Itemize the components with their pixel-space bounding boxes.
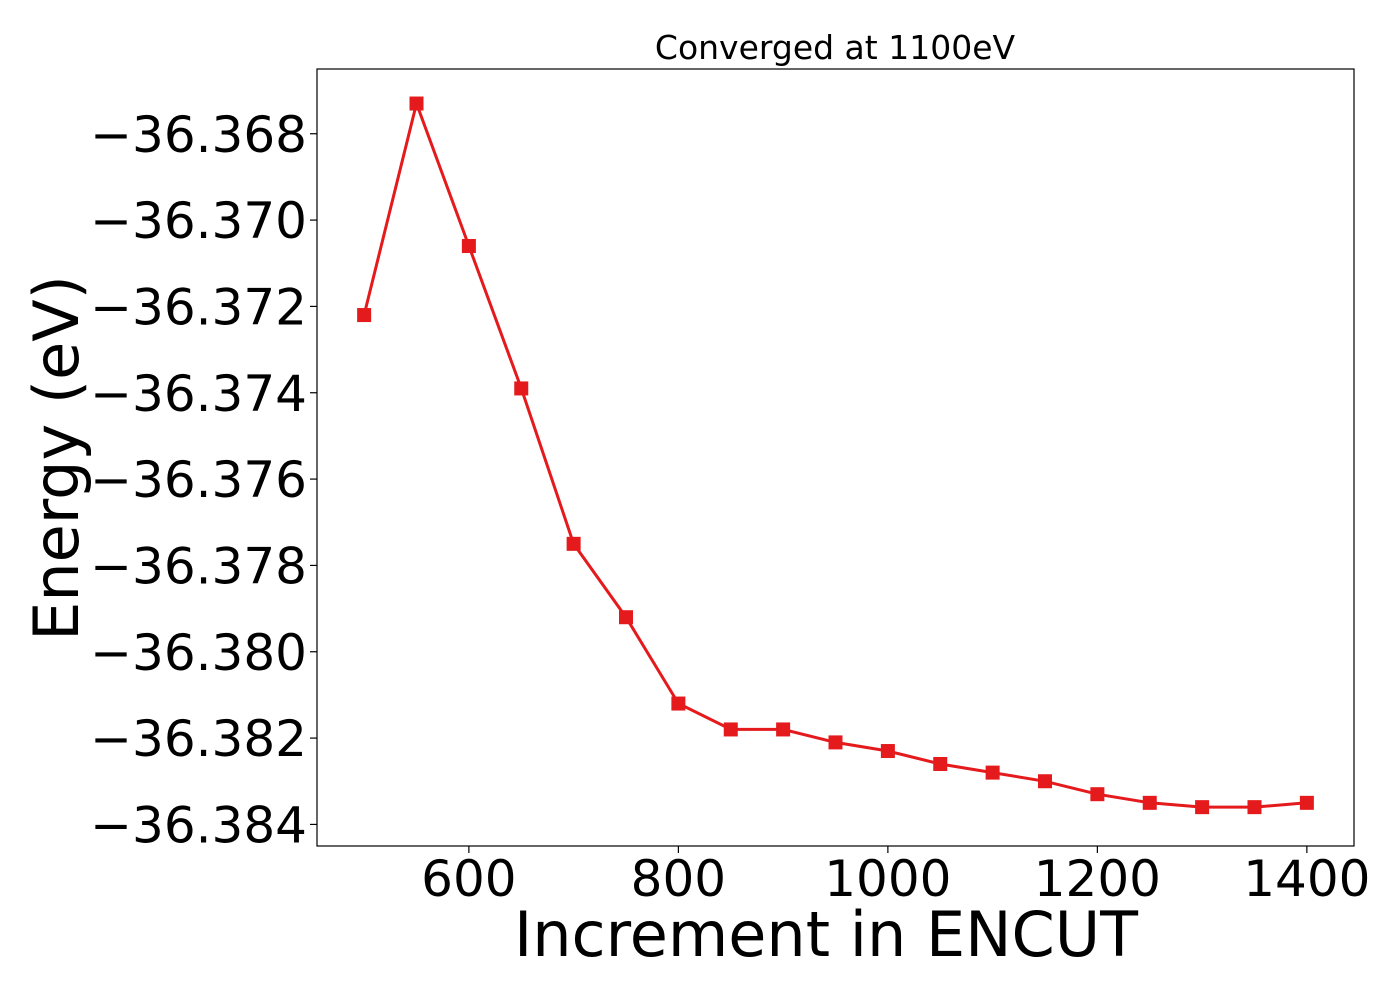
x-tick-label: 1400	[1243, 850, 1370, 908]
data-point-marker	[1090, 787, 1105, 802]
data-point-marker	[409, 96, 424, 111]
y-tick-label: −36.382	[90, 710, 307, 768]
data-point-marker	[357, 308, 372, 323]
data-point-marker	[933, 756, 948, 771]
data-point-marker	[566, 536, 581, 551]
x-tick-label: 1000	[824, 850, 951, 908]
data-point-marker	[985, 765, 1000, 780]
data-point-marker	[776, 722, 791, 737]
x-tick-label: 1200	[1034, 850, 1161, 908]
y-tick-label: −36.376	[90, 451, 307, 509]
x-tick-label: 800	[631, 850, 726, 908]
data-point-marker	[671, 696, 686, 711]
y-tick-label: −36.380	[90, 624, 307, 682]
y-axis-label: Energy (eV)	[20, 275, 93, 641]
plot-area	[357, 96, 1314, 815]
data-point-marker	[1195, 800, 1210, 815]
data-point-marker	[619, 610, 634, 625]
y-tick-label: −36.372	[90, 278, 307, 336]
data-point-marker	[1299, 795, 1314, 810]
y-tick-label: −36.368	[90, 106, 307, 164]
x-tick-label: 600	[421, 850, 516, 908]
y-tick-label: −36.384	[90, 796, 307, 854]
series-markers	[357, 96, 1314, 815]
axes-frame	[316, 68, 1355, 847]
data-point-marker	[461, 238, 476, 253]
x-axis-label: Increment in ENCUT	[514, 898, 1139, 971]
y-tick-label: −36.378	[90, 537, 307, 595]
data-point-marker	[1037, 774, 1052, 789]
data-point-marker	[828, 735, 843, 750]
chart-title: Converged at 1100eV	[655, 28, 1016, 67]
data-point-marker	[723, 722, 738, 737]
y-tick-label: −36.370	[90, 192, 307, 250]
y-axis-ticks: −36.368 −36.370 −36.372 −36.374 −36.376 −36.3…	[90, 106, 317, 854]
data-point-marker	[1247, 800, 1262, 815]
data-point-marker	[1142, 795, 1157, 810]
data-point-marker	[514, 381, 529, 396]
data-point-marker	[880, 744, 895, 759]
y-tick-label: −36.374	[90, 365, 307, 423]
x-axis-ticks: 600 800 1000 1200 1400	[421, 846, 1370, 908]
